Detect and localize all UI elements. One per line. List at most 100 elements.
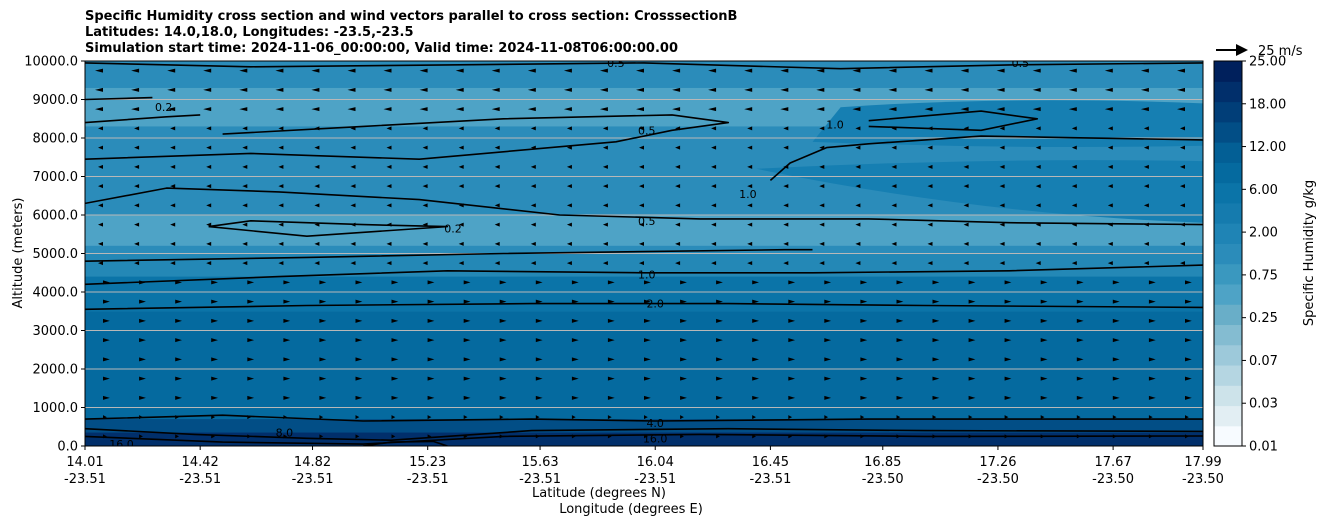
colorbar-tick-label: 0.25 <box>1249 311 1278 326</box>
wind-vector <box>499 415 504 420</box>
colorbar-segment <box>1214 81 1242 103</box>
wind-vector <box>1032 87 1041 92</box>
wind-vector <box>680 338 687 343</box>
wind-vector <box>491 107 500 112</box>
colorbar-tick-label: 0.03 <box>1249 397 1278 412</box>
wind-reference-label: 25 m/s <box>1258 44 1303 59</box>
x-tick-label-lat: 17.67 <box>1095 455 1132 470</box>
wind-vector <box>960 68 969 73</box>
wind-vector <box>896 357 904 362</box>
wind-vector <box>675 164 681 169</box>
x-tick-label-lon: -23.51 <box>64 472 106 487</box>
wind-vector <box>167 68 176 73</box>
wind-vector <box>350 203 356 208</box>
wind-vector <box>968 434 973 439</box>
wind-vector <box>566 126 572 131</box>
wind-vector <box>752 338 759 343</box>
wind-vector <box>211 338 218 343</box>
wind-vector <box>602 184 608 189</box>
wind-vector <box>1185 338 1192 343</box>
wind-vector <box>675 145 681 150</box>
colorbar-segment <box>1214 101 1242 123</box>
wind-vector <box>175 395 182 400</box>
wind-vector <box>206 203 212 208</box>
wind-vector <box>134 222 140 227</box>
colorbar-segment <box>1214 162 1242 184</box>
colorbar-tick-label: 18.00 <box>1249 97 1286 112</box>
wind-vector <box>708 68 717 73</box>
wind-vector <box>888 107 897 112</box>
wind-vector <box>711 203 717 208</box>
wind-vector <box>607 376 615 381</box>
wind-vector <box>1071 184 1077 189</box>
wind-vector <box>499 357 507 362</box>
wind-vector <box>1004 280 1012 285</box>
colorbar-segment <box>1214 121 1242 143</box>
colorbar-segment <box>1214 243 1242 265</box>
wind-vector <box>1148 299 1156 304</box>
wind-vector <box>1148 415 1153 420</box>
wind-vector <box>98 184 103 189</box>
wind-vector <box>1076 415 1081 420</box>
wind-vector <box>1140 87 1149 92</box>
wind-vector <box>494 184 500 189</box>
wind-vector <box>494 164 500 169</box>
wind-vector <box>167 107 176 112</box>
wind-vector <box>924 68 933 73</box>
wind-vector <box>896 415 901 420</box>
wind-vector <box>996 87 1005 92</box>
wind-vector <box>98 203 103 208</box>
wind-vector <box>239 87 248 92</box>
wind-vector <box>491 87 500 92</box>
contour-line <box>85 62 1203 70</box>
wind-vector <box>242 164 248 169</box>
wind-vector <box>968 318 976 323</box>
wind-vector <box>639 145 644 150</box>
wind-vector <box>427 415 432 420</box>
wind-vector <box>386 241 392 246</box>
wind-vector <box>98 222 103 227</box>
y-tick-label: 1000.0 <box>33 401 79 416</box>
colorbar-segment <box>1214 324 1242 346</box>
wind-vector <box>242 261 248 266</box>
humidity-band <box>85 311 1203 420</box>
wind-vector <box>98 261 103 266</box>
wind-vector <box>639 241 644 246</box>
wind-vector <box>278 126 284 131</box>
wind-vector <box>924 107 933 112</box>
wind-vector <box>680 415 684 420</box>
wind-vector <box>891 203 897 208</box>
colorbar-frame <box>1213 60 1243 447</box>
wind-vector <box>1076 318 1084 323</box>
wind-vector <box>355 299 363 304</box>
wind-vector <box>1148 434 1153 439</box>
y-tick-label: 5000.0 <box>33 247 79 262</box>
wind-vector <box>1040 318 1048 323</box>
wind-vector <box>419 107 428 112</box>
wind-vector <box>927 241 933 246</box>
wind-vector <box>1068 68 1077 73</box>
y-tick-label: 4000.0 <box>33 286 79 301</box>
wind-vector <box>499 318 507 323</box>
wind-vector <box>458 241 464 246</box>
wind-vector <box>819 145 825 150</box>
contour-label: 1.0 <box>638 269 656 282</box>
wind-vector <box>103 415 107 420</box>
wind-vector <box>391 280 399 285</box>
wind-vector <box>355 415 360 420</box>
wind-vector <box>888 68 897 73</box>
wind-vector <box>788 299 796 304</box>
wind-vector <box>319 299 327 304</box>
wind-vector <box>383 107 392 112</box>
colorbar-segment <box>1214 405 1242 427</box>
y-tick-label: 8000.0 <box>33 132 79 147</box>
wind-vector <box>816 107 825 112</box>
wind-vector <box>1004 318 1012 323</box>
gridlines <box>85 61 1203 446</box>
wind-vector <box>1071 222 1077 227</box>
wind-vector <box>752 280 759 285</box>
wind-vector <box>1112 357 1120 362</box>
wind-vector <box>247 395 255 400</box>
wind-vector <box>571 357 579 362</box>
wind-vector <box>383 87 392 92</box>
